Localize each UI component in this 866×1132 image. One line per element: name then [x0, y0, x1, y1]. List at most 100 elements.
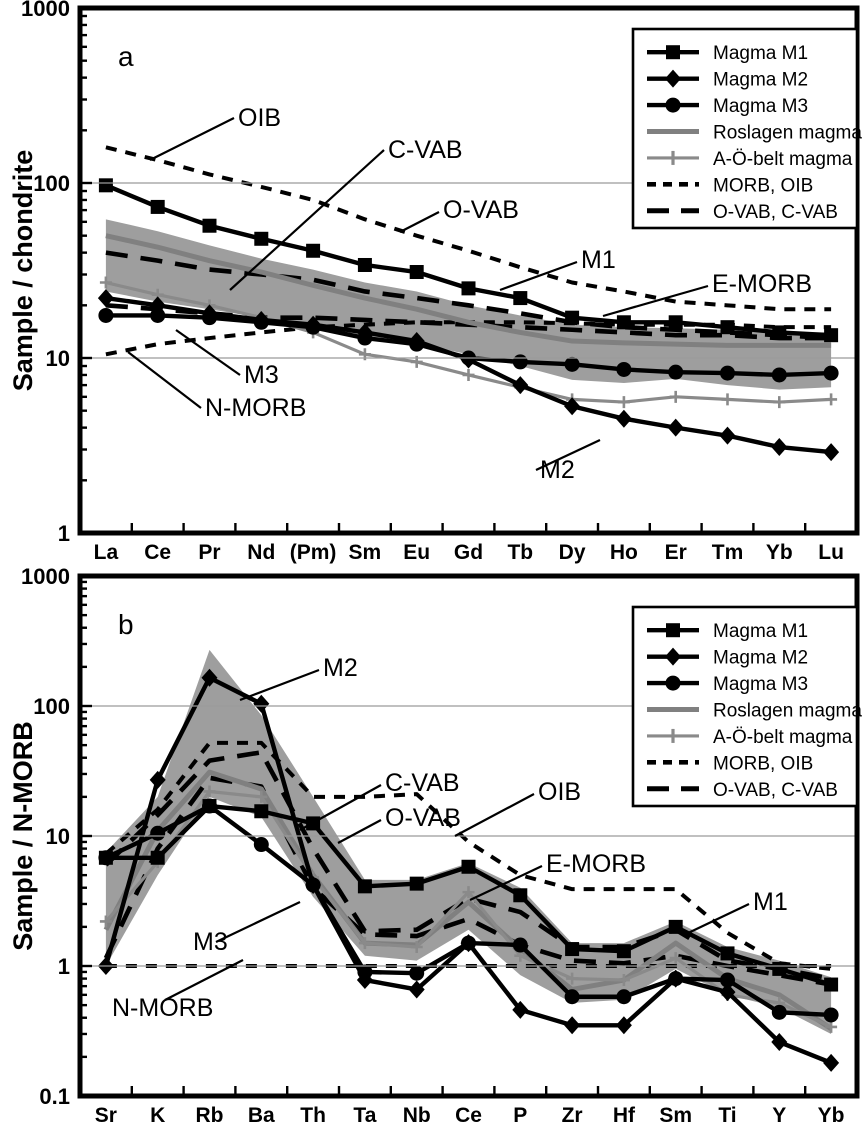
legend-box [631, 27, 859, 230]
x-tick-label: Th [300, 1104, 326, 1127]
marker-magma-m2 [460, 934, 477, 953]
legend-label: A-Ö-belt magma [713, 727, 853, 748]
legend-box [631, 605, 859, 808]
legend-item[interactable]: A-Ö-belt magma [647, 149, 853, 170]
y-axis-title: Sample / N-MORB [8, 721, 38, 951]
y-tick-label: 10 [46, 346, 70, 371]
y-tick-label: 1000 [21, 566, 70, 589]
marker-magma-m1 [202, 799, 217, 814]
marker-magma-m2 [149, 296, 166, 315]
x-tick-label: Nb [403, 1104, 431, 1127]
x-tick-label: Pr [198, 541, 220, 564]
x-tick-label: La [94, 541, 119, 564]
panel-letter: a [118, 41, 134, 72]
y-tick-label: 100 [33, 171, 70, 196]
marker-magma-m2 [615, 1016, 632, 1035]
annotation-leader [164, 959, 244, 1001]
marker-plus [825, 1020, 838, 1033]
x-tick-label: Sm [349, 541, 382, 564]
marker-magma-m3 [98, 307, 114, 323]
marker-magma-m1 [616, 944, 631, 959]
marker-magma-m2 [823, 1053, 840, 1072]
curve-ovab-cvab [103, 775, 832, 987]
marker-magma-m2 [97, 289, 114, 308]
marker-plus [99, 915, 112, 928]
x-tick-label: Yb [766, 541, 793, 564]
x-tick-label: K [150, 1104, 165, 1127]
annotation-leader [499, 260, 578, 292]
legend-marker-circle [665, 97, 681, 113]
legend-item[interactable]: O-VAB, C-VAB [647, 780, 838, 801]
curve-ovab-cvab [105, 250, 832, 341]
x-tick-label: Tm [712, 541, 744, 564]
marker-magma-m1 [720, 946, 735, 961]
marker-magma-m1 [513, 291, 528, 306]
marker-magma-m1 [565, 942, 580, 957]
marker-plus [99, 276, 112, 289]
y-axis-title: Sample / chondrite [8, 150, 38, 392]
annotation-label: E-MORB [546, 850, 646, 878]
marker-magma-m1 [409, 876, 424, 891]
marker-magma-m2 [719, 983, 736, 1002]
x-tick-label: Ho [610, 541, 638, 564]
legend-item[interactable]: Roslagen magma [647, 701, 862, 722]
marker-magma-m1 [668, 919, 683, 934]
marker-plus [462, 368, 475, 381]
marker-magma-m3 [616, 361, 632, 377]
marker-plus [825, 393, 838, 406]
curve-roslagen-magma [105, 233, 832, 348]
marker-magma-m3 [150, 825, 166, 841]
marker-magma-m2 [149, 770, 166, 789]
legend-item[interactable]: MORB, OIB [647, 753, 813, 774]
legend-item[interactable]: Magma M3 [647, 96, 808, 117]
x-tick-label: Sm [659, 1104, 692, 1127]
marker-magma-m3 [253, 837, 269, 853]
marker-magma-m1 [824, 977, 839, 992]
legend: Magma M1 Magma M2 Magma M3 Roslagen magma A-… [631, 605, 862, 808]
legend-item[interactable]: Magma M2 [647, 647, 808, 669]
x-tick-label: Gd [454, 541, 483, 564]
annotation-label: M3 [244, 361, 279, 389]
plot-frame [77, 5, 860, 536]
legend-marker-diamond [665, 69, 681, 88]
marker-magma-m2 [408, 332, 425, 351]
annotation-leader [685, 903, 750, 935]
legend-item[interactable]: O-VAB, C-VAB [647, 202, 838, 223]
marker-plus [358, 937, 371, 950]
x-tick-label: Ce [455, 1104, 482, 1127]
annotation-label: M1 [581, 246, 616, 274]
legend-item[interactable]: Magma M2 [647, 69, 808, 91]
legend-marker-square [666, 45, 680, 60]
x-tick-label: Er [665, 541, 687, 564]
marker-magma-m1 [409, 265, 424, 280]
y-tick-label: 1 [58, 954, 70, 979]
marker-plus [617, 974, 630, 987]
annotation-leader [239, 668, 320, 702]
legend-item[interactable]: MORB, OIB [647, 175, 813, 196]
marker-magma-m1 [150, 850, 165, 865]
x-tick-label: Ba [248, 1104, 275, 1127]
annotation-leader [469, 865, 543, 901]
annotation-label: C-VAB [388, 136, 463, 164]
legend-item[interactable]: Magma M3 [647, 674, 808, 695]
legend-label: MORB, OIB [713, 175, 813, 196]
marker-plus [669, 952, 682, 965]
marker-magma-m1 [513, 888, 528, 903]
legend-item[interactable]: Magma M1 [647, 43, 808, 64]
marker-magma-m1 [254, 804, 269, 819]
marker-magma-m1 [772, 961, 787, 976]
marker-magma-m2 [253, 694, 270, 713]
legend-label: O-VAB, C-VAB [713, 780, 838, 801]
marker-magma-m2 [512, 376, 529, 395]
marker-magma-m1 [357, 879, 372, 894]
legend-item[interactable]: Magma M1 [647, 621, 808, 642]
legend-item[interactable]: Roslagen magma [647, 123, 862, 144]
y-tick-label: 100 [33, 694, 70, 719]
legend-item[interactable]: A-Ö-belt magma [647, 727, 853, 748]
annotation-leader [337, 819, 382, 844]
marker-magma-m1 [461, 859, 476, 874]
marker-magma-m3 [616, 989, 632, 1005]
marker-magma-m1 [150, 199, 165, 214]
legend-marker-diamond [665, 647, 681, 666]
x-tick-label: Zr [562, 1104, 583, 1127]
